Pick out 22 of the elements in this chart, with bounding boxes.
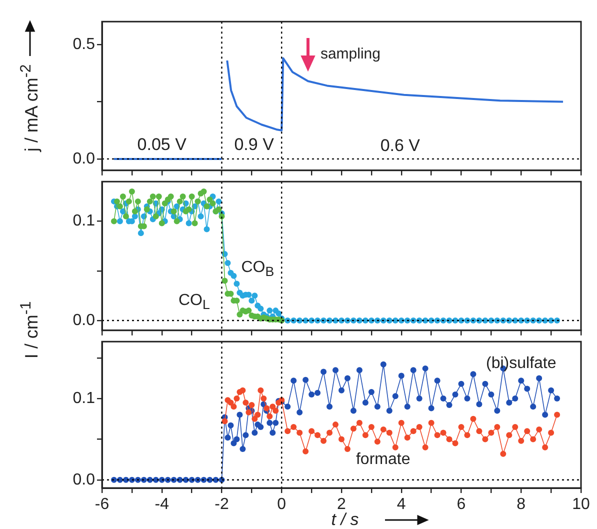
y-tick-label: 0.1 [72, 390, 96, 407]
series-label: formate [356, 450, 410, 469]
y-tick-label: 0.0 [72, 471, 96, 488]
x-tick-label: 6 [456, 496, 466, 514]
series-label: CO$_{L}$ [178, 292, 210, 312]
series-label: (bi)sulfate [486, 354, 556, 373]
annotation: 0.6 V [380, 136, 420, 156]
x-tick-label: -2 [214, 496, 229, 514]
annotation: sampling [320, 45, 380, 62]
x-tick-label: -6 [94, 496, 110, 514]
x-tick-label: 8 [516, 496, 526, 514]
x-tick-label: 10 [572, 496, 590, 514]
annotation: 0.9 V [234, 135, 274, 156]
x-tick-label: -4 [154, 496, 170, 514]
y-tick-label: 0.0 [72, 312, 96, 329]
y-tick-label: 0.1 [72, 212, 96, 230]
series-label: CO$_{B}$ [241, 258, 274, 279]
y-tick-label: 0.0 [72, 150, 96, 168]
y-tick-label: 0.5 [72, 36, 96, 53]
annotation: 0.05 V [137, 135, 186, 156]
x-tick-label: 4 [396, 496, 406, 514]
x-tick-label: 0 [277, 496, 286, 514]
